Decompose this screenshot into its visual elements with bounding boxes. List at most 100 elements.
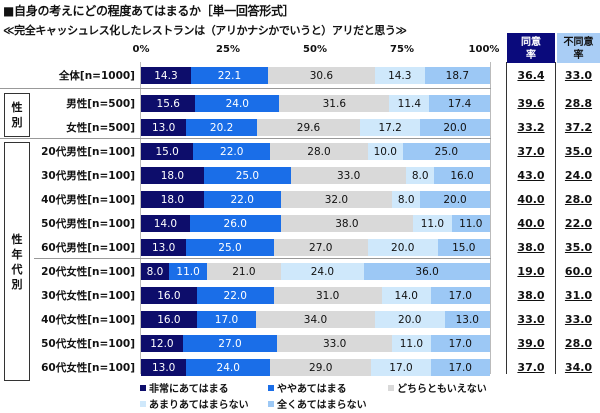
disagree-rate-value: 28.0 (564, 193, 593, 206)
agree-rate-value: 38.0 (517, 241, 545, 254)
bar-segment: 20.0 (420, 191, 490, 208)
bar-segment: 8.0 (406, 167, 435, 184)
legend-label: 全くあてはまらない (277, 400, 367, 411)
bar-segment: 30.6 (268, 67, 375, 84)
bar-segment: 24.0 (280, 263, 365, 280)
agree-rate-header: 同意 率 (507, 33, 555, 63)
bar-segment: 32.0 (280, 191, 393, 208)
table-row: 女性[n=500] 13.0 20.2 29.6 17.2 20.0 33.2 37.2 (0, 116, 600, 140)
legend-swatch (140, 384, 146, 391)
bar-segment: 20.0 (374, 311, 445, 328)
row-label: 60代女性[n=100] (41, 362, 135, 374)
legend-item-somewhat: ややあてはまる (268, 380, 347, 395)
stacked-bar: 18.0 22.0 32.0 8.0 20.0 (141, 191, 490, 208)
table-row: 20代男性[n=100] 15.0 22.0 28.0 10.0 25.0 37.0 35.0 (0, 140, 600, 164)
row-label: 40代男性[n=100] (41, 194, 135, 206)
bar-segment: 24.0 (186, 359, 271, 376)
table-row: 40代女性[n=100] 16.0 17.0 34.0 20.0 13.0 33.0 33.0 (0, 308, 600, 332)
stacked-bar: 15.0 22.0 28.0 10.0 25.0 (141, 143, 490, 160)
bar-segment: 15.0 (437, 239, 490, 256)
stacked-bar: 12.0 27.0 33.0 11.0 17.0 (141, 335, 490, 352)
bar-segment: 15.6 (141, 95, 196, 112)
group-label-age-gender: 性 年 代 別 (4, 142, 30, 381)
axis-zero-line (140, 62, 141, 374)
group-char: 年 (11, 247, 23, 261)
bar-segment: 31.6 (279, 95, 390, 112)
bar-segment: 15.0 (141, 143, 194, 160)
bar-segment: 20.0 (367, 239, 438, 256)
legend-swatch (140, 400, 146, 407)
disagree-rate-value: 33.0 (564, 69, 593, 82)
agree-rate-value: 19.0 (517, 265, 545, 278)
table-row: 男性[n=500] 15.6 24.0 31.6 11.4 17.4 39.6 28.8 (0, 92, 600, 116)
bar-segment: 8.0 (141, 263, 169, 280)
legend-label: あまりあてはまらない (149, 400, 249, 411)
legend-swatch (388, 384, 394, 391)
agree-rate-value: 40.0 (517, 193, 545, 206)
separator (34, 258, 491, 259)
disagree-rate-header-line2: 率 (573, 50, 584, 61)
row-label: 20代女性[n=100] (41, 266, 135, 278)
axis-right-line (490, 62, 491, 374)
bar-segment: 38.0 (280, 215, 414, 232)
stacked-bar: 13.0 25.0 27.0 20.0 15.0 (141, 239, 490, 256)
bar-segment: 25.0 (402, 143, 490, 160)
stacked-bar: 13.0 20.2 29.6 17.2 20.0 (141, 119, 490, 136)
bar-segment: 33.0 (277, 335, 393, 352)
stacked-bar: 18.0 25.0 33.0 8.0 16.0 (141, 167, 490, 184)
agree-rate-value: 39.0 (517, 337, 545, 350)
legend-item-very: 非常にあてはまる (140, 380, 229, 395)
bar-segment: 22.0 (193, 143, 271, 160)
bar-segment: 18.0 (141, 167, 204, 184)
chart-title: ■自身の考えにどの程度あてはまるか［単一回答形式］ (3, 4, 295, 18)
agree-rate-value: 36.4 (517, 69, 545, 82)
group-char: 性 (11, 232, 23, 246)
bar-segment: 20.2 (186, 119, 257, 136)
bar-segment: 13.0 (141, 239, 187, 256)
bar-segment: 16.0 (141, 287, 197, 304)
disagree-rate-value: 22.0 (564, 217, 593, 230)
chart-subtitle: ≪完全キャッシュレス化したレストランは（アリかナシかでいうと）アリだと思う≫ (3, 24, 407, 37)
row-label: 30代男性[n=100] (41, 170, 135, 182)
agree-rate-value: 37.0 (517, 361, 545, 374)
bar-segment: 17.0 (430, 359, 490, 376)
bar-segment: 31.0 (273, 287, 382, 304)
bar-segment: 10.0 (367, 143, 403, 160)
bar-segment: 11.0 (392, 335, 431, 352)
group-char: 性 (11, 101, 23, 114)
row-label: 30代女性[n=100] (41, 290, 135, 302)
stacked-bar: 16.0 17.0 34.0 20.0 13.0 (141, 311, 490, 328)
agree-col-left-line (506, 62, 507, 374)
disagree-rate-value: 28.0 (564, 337, 593, 350)
legend-label: どちらともいえない (397, 384, 487, 395)
bar-segment: 11.0 (413, 215, 452, 232)
stacked-bar: 13.0 24.0 29.0 17.0 17.0 (141, 359, 490, 376)
bar-segment: 11.4 (389, 95, 430, 112)
disagree-rate-value: 31.0 (564, 289, 593, 302)
bar-segment: 18.0 (141, 191, 204, 208)
bar-segment: 16.0 (141, 311, 197, 328)
agree-rate-value: 43.0 (517, 169, 545, 182)
bar-segment: 33.0 (291, 167, 407, 184)
legend-label: ややあてはまる (277, 384, 347, 395)
bar-segment: 13.0 (141, 119, 187, 136)
agree-rate-value: 37.0 (517, 145, 545, 158)
table-row: 全体[n=1000] 14.3 22.1 30.6 14.3 18.7 36.4 33.0 (0, 64, 600, 88)
legend-item-neutral: どちらともいえない (388, 380, 487, 395)
bar-segment: 25.0 (203, 167, 292, 184)
row-label: 40代女性[n=100] (41, 314, 135, 326)
agree-col-right-line (555, 62, 556, 374)
bar-segment: 20.0 (420, 119, 490, 136)
disagree-rate-value: 28.8 (564, 97, 593, 110)
stacked-bar: 14.0 26.0 38.0 11.0 11.0 (141, 215, 490, 232)
bar-segment: 17.2 (360, 119, 421, 136)
table-row: 40代男性[n=100] 18.0 22.0 32.0 8.0 20.0 40.0 28.0 (0, 188, 600, 212)
disagree-rate-value: 34.0 (564, 361, 593, 374)
legend-swatch (268, 384, 274, 391)
bar-segment: 17.0 (430, 335, 490, 352)
table-row: 30代男性[n=100] 18.0 25.0 33.0 8.0 16.0 43.0 24.0 (0, 164, 600, 188)
bar-segment: 14.3 (141, 67, 191, 84)
bar-segment: 22.0 (196, 287, 274, 304)
bar-segment: 16.0 (434, 167, 490, 184)
legend-label: 非常にあてはまる (149, 384, 229, 395)
